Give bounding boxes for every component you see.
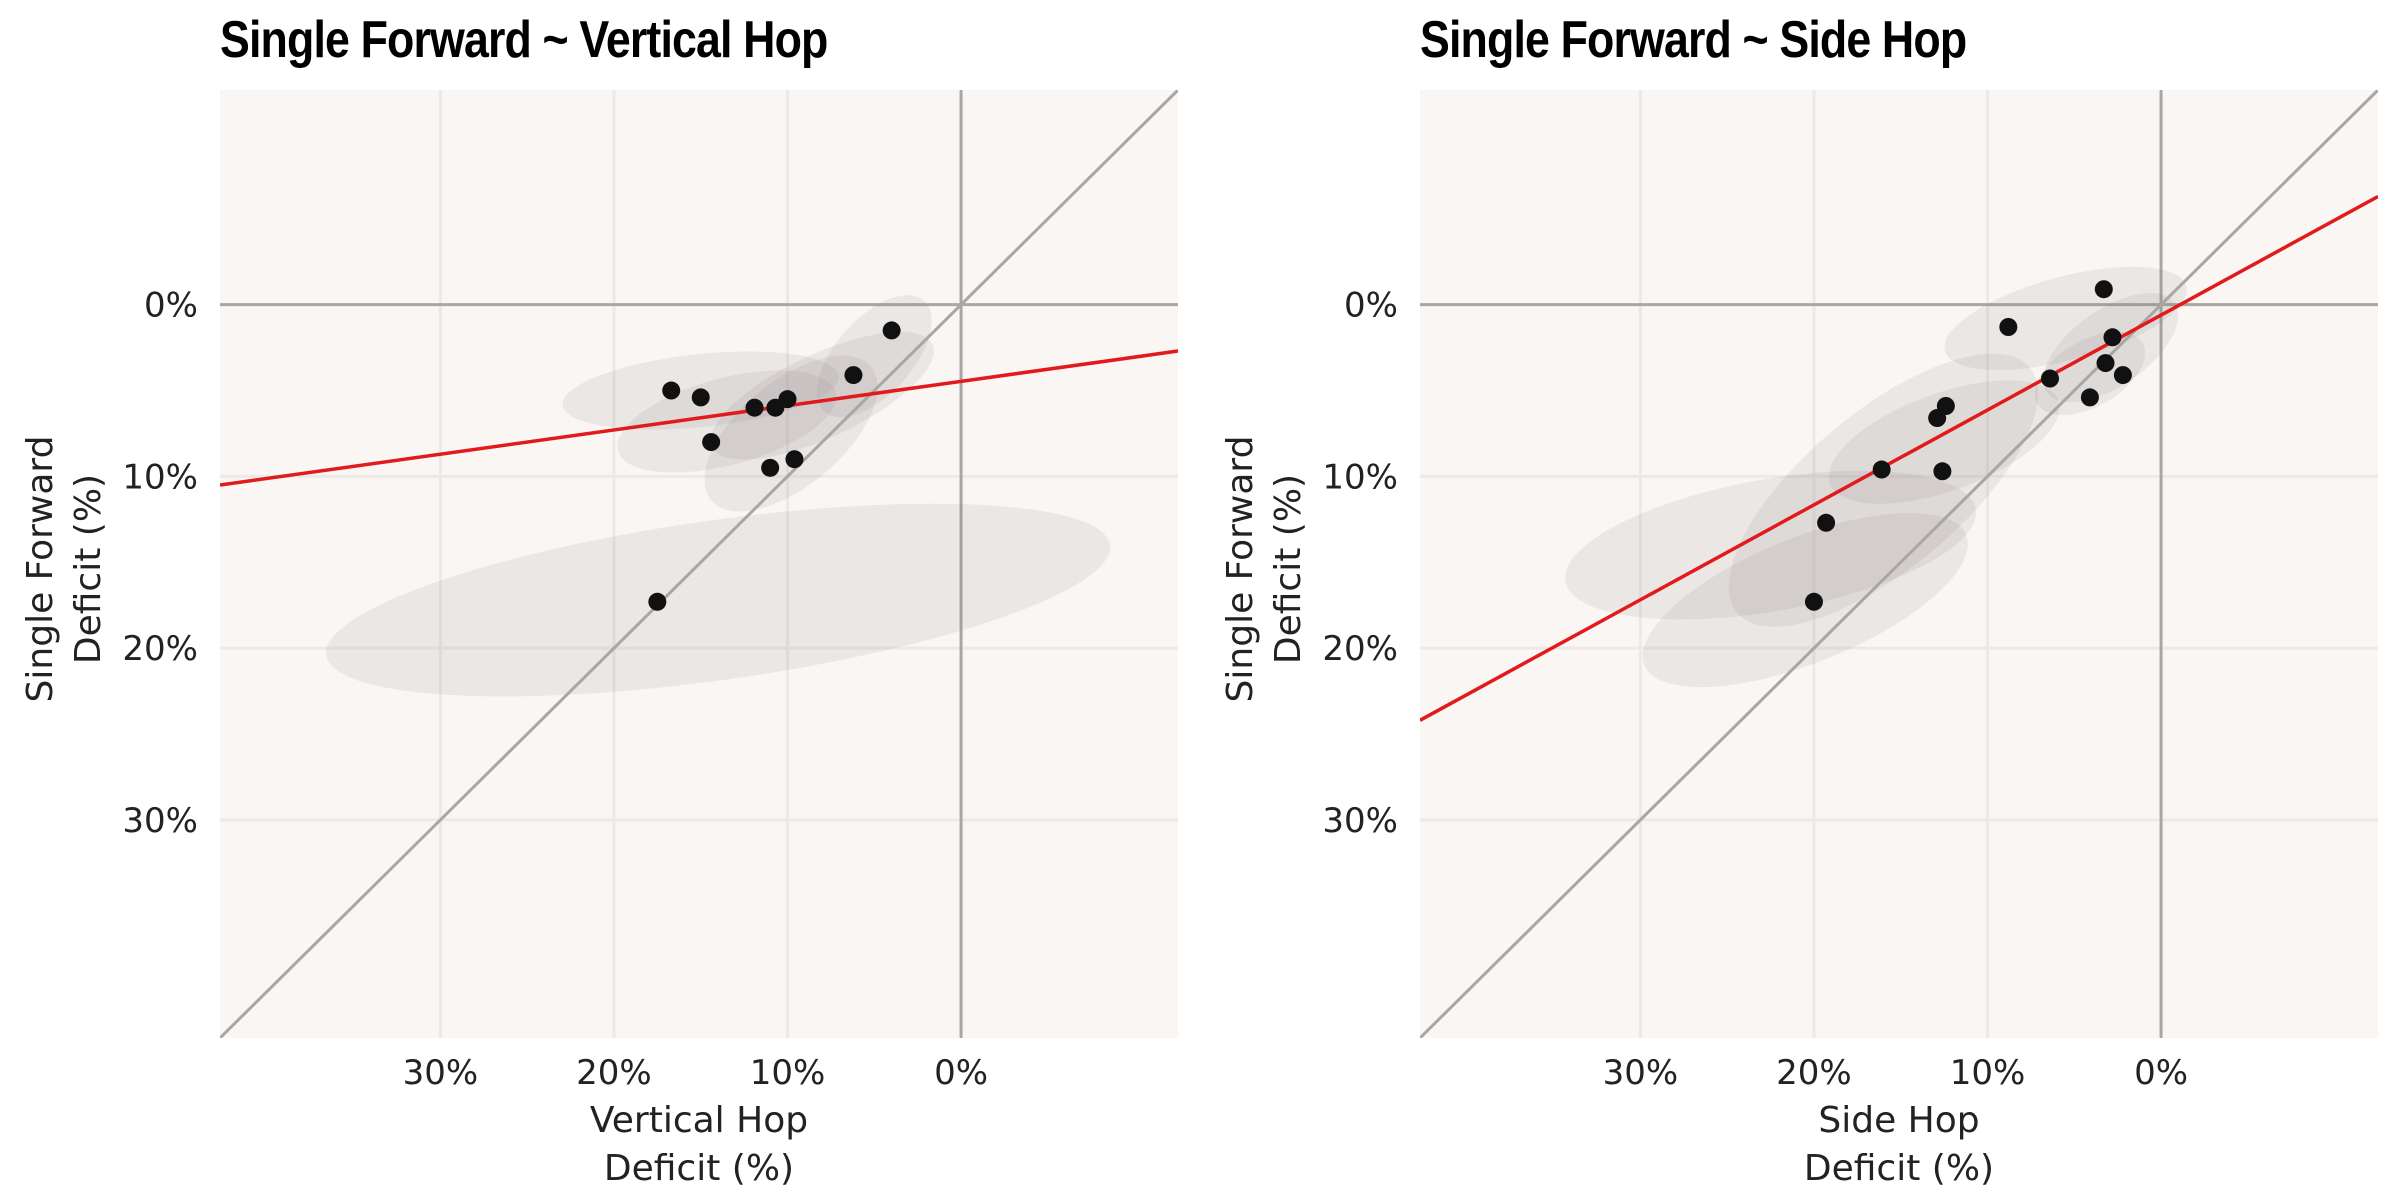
data-point: [1933, 462, 1952, 481]
y-tick-label: 10%: [1322, 457, 1398, 497]
y-tick-label: 10%: [122, 457, 198, 497]
x-tick-label: 30%: [403, 1053, 479, 1093]
data-point: [882, 321, 901, 340]
confidence-ellipse: [710, 331, 934, 460]
chart-title: Single Forward ~ Vertical Hop: [220, 11, 828, 69]
y-axis-title: Deficit (%): [1268, 474, 1309, 664]
chart-plot: 0% 10% 20% 30% 30% 20% 10% 0% Vertical Hop Defici…: [20, 90, 1178, 1189]
data-point: [2040, 369, 2059, 388]
identity-line: [220, 90, 1178, 1038]
confidence-ellipse: [1728, 353, 2038, 627]
panel-side-hop: Single Forward ~ Side Hop 0% 10% 20% 30% 30%…: [1200, 0, 2400, 1200]
y-tick-label: 20%: [1322, 629, 1398, 669]
confidence-ellipse: [1944, 266, 2187, 371]
confidence-ellipse: [1565, 470, 1976, 620]
data-point: [2113, 366, 2132, 385]
data-point: [691, 388, 710, 407]
plot-area: [1420, 90, 2378, 1038]
x-tick-label: 0%: [934, 1053, 988, 1093]
data-point: [1872, 460, 1891, 479]
x-axis-title: Side Hop: [1818, 1100, 1979, 1141]
confidence-ellipse: [326, 503, 1111, 697]
chart-title: Single Forward ~ Side Hop: [1420, 11, 1967, 69]
plot-area: [220, 90, 1178, 1038]
data-point: [2096, 354, 2115, 373]
data-point: [2080, 388, 2099, 407]
x-axis-title: Deficit (%): [604, 1148, 794, 1189]
x-tick-label: 0%: [2134, 1053, 2188, 1093]
data-point: [745, 398, 764, 417]
x-tick-label: 20%: [1776, 1053, 1852, 1093]
data-point: [1999, 318, 2018, 336]
y-tick-label: 0%: [144, 286, 198, 326]
data-point: [844, 366, 863, 385]
y-tick-label: 30%: [122, 801, 198, 841]
identity-line: [1420, 90, 2378, 1038]
panel-vertical-hop: Single Forward ~ Vertical Hop 0% 10% 20% 30…: [20, 11, 1178, 1189]
data-point: [2094, 280, 2113, 299]
confidence-ellipse: [816, 295, 932, 418]
data-point: [648, 592, 667, 611]
y-tick-label: 30%: [1322, 801, 1398, 841]
data-point: [2103, 328, 2122, 347]
data-point: [662, 381, 681, 400]
y-tick-label: 0%: [1344, 286, 1398, 326]
data-point: [1804, 592, 1823, 611]
data-point: [785, 450, 804, 469]
data-point: [1928, 409, 1947, 428]
data-point: [778, 390, 797, 409]
x-tick-label: 10%: [1950, 1053, 2026, 1093]
confidence-ellipse: [704, 355, 878, 512]
y-tick-label: 20%: [122, 629, 198, 669]
chart-plot: 0% 10% 20% 30% 30% 20% 10% 0% Side Hop Deficit (%…: [1220, 90, 2378, 1189]
regression-line: [220, 349, 1178, 487]
data-point: [761, 458, 780, 477]
x-axis-title: Vertical Hop: [590, 1100, 808, 1141]
regression-line: [1420, 194, 2378, 722]
x-tick-label: 10%: [750, 1053, 826, 1093]
data-point: [1817, 513, 1836, 532]
y-axis-title: Single Forward: [1220, 436, 1261, 703]
x-axis-title: Deficit (%): [1804, 1148, 1994, 1189]
data-point: [702, 433, 721, 452]
x-tick-label: 30%: [1603, 1053, 1679, 1093]
y-axis-title: Single Forward: [20, 436, 61, 703]
y-axis-title: Deficit (%): [68, 474, 109, 664]
x-tick-label: 20%: [576, 1053, 652, 1093]
